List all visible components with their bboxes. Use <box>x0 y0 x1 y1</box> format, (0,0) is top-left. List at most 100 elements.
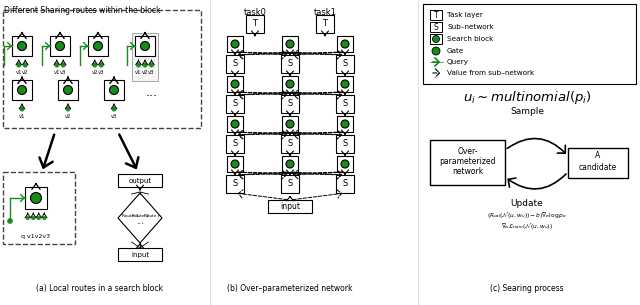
Text: Route 2: Route 2 <box>132 214 148 218</box>
Text: Value from sub–network: Value from sub–network <box>447 70 534 76</box>
Circle shape <box>63 85 72 95</box>
Circle shape <box>286 80 294 88</box>
Text: A: A <box>595 152 600 160</box>
Text: Gate: Gate <box>447 48 465 54</box>
Bar <box>281 135 299 153</box>
Text: S: S <box>232 99 237 109</box>
Circle shape <box>286 160 294 168</box>
Text: $u_i \sim multinomial(p_i)$: $u_i \sim multinomial(p_i)$ <box>463 89 591 106</box>
Circle shape <box>61 63 65 67</box>
Text: T: T <box>253 20 257 28</box>
Bar <box>430 34 442 44</box>
Text: Update: Update <box>511 199 543 207</box>
Bar <box>568 148 628 178</box>
Bar <box>226 95 244 113</box>
Text: v3: v3 <box>111 113 117 119</box>
Circle shape <box>143 63 147 67</box>
Text: S: S <box>232 139 237 149</box>
Circle shape <box>341 80 349 88</box>
Text: Task layer: Task layer <box>447 12 483 18</box>
Text: T: T <box>323 20 328 28</box>
Text: S: S <box>342 59 348 69</box>
Bar <box>88 36 108 56</box>
Bar <box>423 4 636 84</box>
Text: v2: v2 <box>22 70 29 74</box>
Bar <box>281 55 299 73</box>
Bar <box>132 33 158 81</box>
Text: Over-: Over- <box>457 148 477 156</box>
Bar <box>226 175 244 193</box>
Bar <box>227 76 243 92</box>
Bar <box>336 55 354 73</box>
Bar <box>50 36 70 56</box>
Circle shape <box>93 41 102 51</box>
Text: S: S <box>287 180 292 188</box>
Circle shape <box>231 160 239 168</box>
Bar <box>337 156 353 172</box>
Circle shape <box>99 63 104 67</box>
Circle shape <box>432 47 440 55</box>
Text: S: S <box>342 99 348 109</box>
Bar <box>316 15 334 33</box>
Circle shape <box>112 107 116 111</box>
Circle shape <box>54 63 59 67</box>
Text: (b) Over–parameterized network: (b) Over–parameterized network <box>227 284 353 293</box>
Polygon shape <box>118 193 162 243</box>
Text: candidate: candidate <box>579 163 617 171</box>
Text: Sample: Sample <box>510 106 544 116</box>
Text: ...: ... <box>136 217 144 227</box>
Text: T: T <box>434 10 438 20</box>
Bar <box>281 175 299 193</box>
Bar <box>337 76 353 92</box>
Bar <box>135 36 155 56</box>
Text: v2: v2 <box>65 113 71 119</box>
Text: ...: ... <box>146 85 158 99</box>
Circle shape <box>56 41 65 51</box>
Text: Search block: Search block <box>447 36 493 42</box>
Text: S: S <box>287 59 292 69</box>
Circle shape <box>286 40 294 48</box>
Circle shape <box>31 192 42 203</box>
Text: S: S <box>287 139 292 149</box>
Text: v2: v2 <box>92 70 98 74</box>
Circle shape <box>26 216 29 220</box>
Circle shape <box>109 85 118 95</box>
Text: q v1v2v3: q v1v2v3 <box>21 234 51 239</box>
Text: S: S <box>434 23 438 31</box>
Text: v3: v3 <box>60 70 67 74</box>
Text: S: S <box>342 139 348 149</box>
Circle shape <box>20 107 24 111</box>
Bar <box>336 95 354 113</box>
Bar <box>337 36 353 52</box>
Text: v1: v1 <box>15 70 22 74</box>
Circle shape <box>66 107 70 111</box>
Text: $(R_{val}(\mathcal{N}(u, w_u)) - b)\nabla_\alpha \log p_\alpha$: $(R_{val}(\mathcal{N}(u, w_u)) - b)\nabl… <box>487 210 567 220</box>
Bar <box>118 248 162 261</box>
Text: network: network <box>452 167 483 177</box>
Bar <box>246 15 264 33</box>
Text: parameterized: parameterized <box>439 157 496 167</box>
Bar <box>104 80 124 100</box>
Circle shape <box>93 63 97 67</box>
Circle shape <box>141 41 150 51</box>
Text: output: output <box>129 178 152 184</box>
Bar <box>3 10 201 128</box>
Text: v3: v3 <box>98 70 104 74</box>
Text: v1: v1 <box>54 70 60 74</box>
Bar <box>25 187 47 209</box>
Bar <box>430 140 505 185</box>
Bar <box>226 135 244 153</box>
Circle shape <box>37 216 40 220</box>
Text: input: input <box>280 202 300 211</box>
Bar <box>337 116 353 132</box>
Text: Route 1: Route 1 <box>122 214 138 218</box>
Bar <box>118 174 162 187</box>
Circle shape <box>42 216 46 220</box>
Text: S: S <box>342 180 348 188</box>
Circle shape <box>149 63 154 67</box>
Circle shape <box>231 80 239 88</box>
Text: S: S <box>232 180 237 188</box>
Bar <box>282 116 298 132</box>
Bar <box>282 36 298 52</box>
Text: v1: v1 <box>19 113 25 119</box>
